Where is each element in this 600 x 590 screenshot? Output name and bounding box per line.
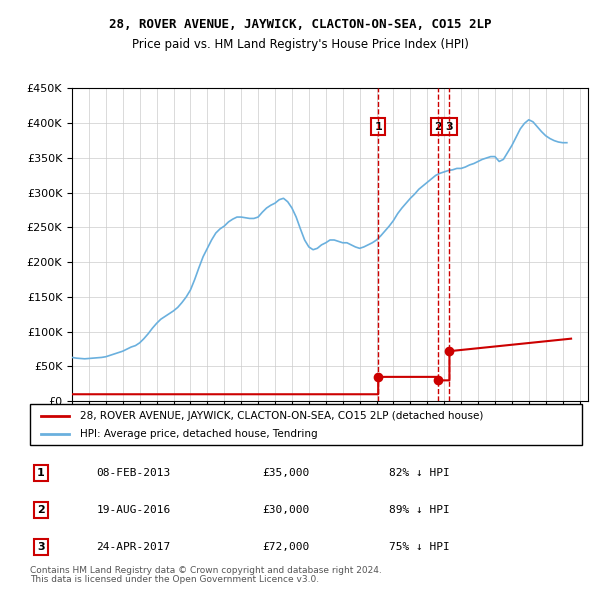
Text: 19-AUG-2016: 19-AUG-2016 xyxy=(96,505,170,515)
Text: 89% ↓ HPI: 89% ↓ HPI xyxy=(389,505,449,515)
Text: £72,000: £72,000 xyxy=(262,542,309,552)
Text: 1: 1 xyxy=(374,122,382,132)
Text: 08-FEB-2013: 08-FEB-2013 xyxy=(96,468,170,478)
FancyBboxPatch shape xyxy=(30,404,582,445)
Text: 24-APR-2017: 24-APR-2017 xyxy=(96,542,170,552)
Text: Price paid vs. HM Land Registry's House Price Index (HPI): Price paid vs. HM Land Registry's House … xyxy=(131,38,469,51)
Text: 75% ↓ HPI: 75% ↓ HPI xyxy=(389,542,449,552)
Text: This data is licensed under the Open Government Licence v3.0.: This data is licensed under the Open Gov… xyxy=(30,575,319,584)
Text: HPI: Average price, detached house, Tendring: HPI: Average price, detached house, Tend… xyxy=(80,429,317,439)
Text: £35,000: £35,000 xyxy=(262,468,309,478)
Text: 3: 3 xyxy=(446,122,453,132)
Text: 28, ROVER AVENUE, JAYWICK, CLACTON-ON-SEA, CO15 2LP (detached house): 28, ROVER AVENUE, JAYWICK, CLACTON-ON-SE… xyxy=(80,411,483,421)
Text: 3: 3 xyxy=(37,542,45,552)
Text: Contains HM Land Registry data © Crown copyright and database right 2024.: Contains HM Land Registry data © Crown c… xyxy=(30,566,382,575)
Text: £30,000: £30,000 xyxy=(262,505,309,515)
Text: 1: 1 xyxy=(37,468,45,478)
Text: 28, ROVER AVENUE, JAYWICK, CLACTON-ON-SEA, CO15 2LP: 28, ROVER AVENUE, JAYWICK, CLACTON-ON-SE… xyxy=(109,18,491,31)
Text: 2: 2 xyxy=(37,505,45,515)
Text: 2: 2 xyxy=(434,122,442,132)
Text: 82% ↓ HPI: 82% ↓ HPI xyxy=(389,468,449,478)
